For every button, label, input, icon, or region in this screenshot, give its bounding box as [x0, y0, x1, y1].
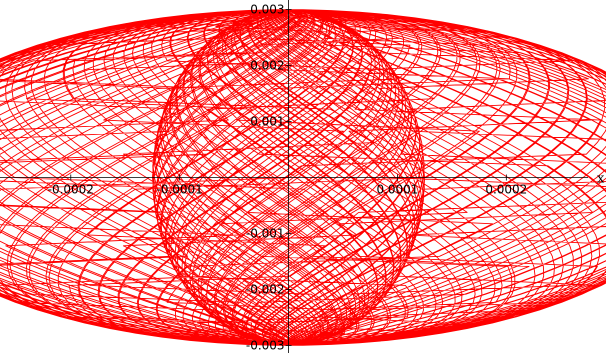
ticks: -0.0002 -0.0001 0.0001 0.0002 0.003 0.002 0.00…	[48, 3, 528, 353]
x-tick-label: -0.0002	[48, 183, 94, 197]
y-tick-label: -0.003	[246, 338, 285, 352]
y-tick-label: 0.002	[250, 59, 284, 73]
y-tick-label: 0.003	[250, 3, 284, 17]
y-tick-label: 0.001	[250, 115, 284, 129]
x-tick-label: 0.0002	[485, 183, 527, 197]
x-tick-label: -0.0001	[157, 183, 203, 197]
y-tick-label: -0.002	[246, 282, 285, 296]
x-axis-label: x	[597, 172, 605, 187]
x-tick-label: 0.0001	[376, 183, 418, 197]
y-tick-label: -0.001	[246, 226, 285, 240]
